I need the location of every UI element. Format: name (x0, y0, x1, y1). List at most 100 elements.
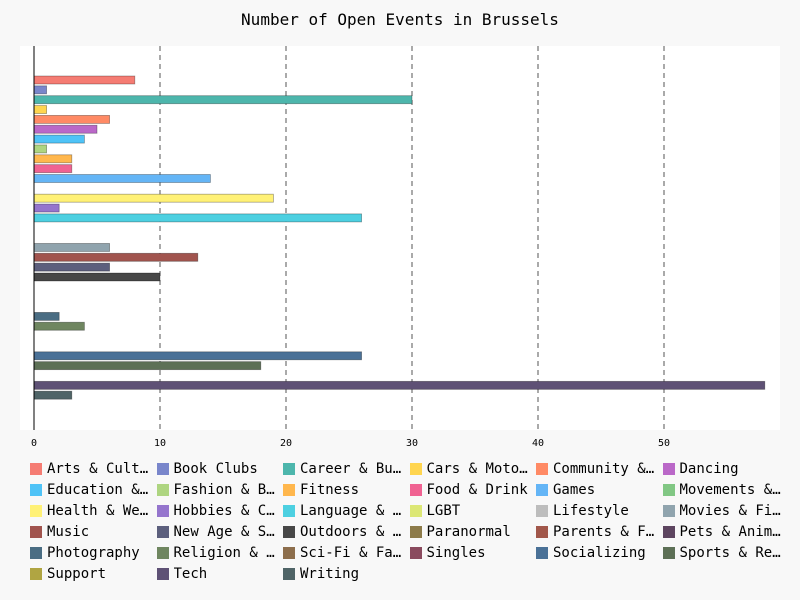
legend-label: Health & Wel… (47, 502, 153, 519)
legend-label: Writing (300, 565, 360, 582)
legend-label: Parents & Fa… (553, 523, 659, 540)
legend-swatch (536, 546, 548, 559)
legend-item[interactable]: Cars & Motor… (409, 458, 537, 479)
legend-item[interactable]: Career & Bus… (283, 458, 410, 479)
legend-label: Fitness (300, 481, 360, 498)
legend-item[interactable]: Movements & … (662, 479, 790, 500)
bar-language-ethnic-identity (33, 213, 363, 223)
legend-label: Career & Bus… (300, 460, 406, 477)
legend-swatch (30, 546, 42, 559)
legend-item[interactable]: Outdoors & A… (283, 521, 410, 542)
legend-swatch (662, 525, 675, 538)
legend-item[interactable]: Parents & Fa… (536, 521, 663, 542)
legend-label: Arts & Cultu… (47, 460, 153, 477)
bar-outdoors-adventure (33, 272, 161, 282)
bar-music (33, 252, 199, 262)
legend-label: Paranormal (426, 523, 511, 540)
legend-item[interactable]: Arts & Cultu… (30, 458, 157, 479)
legend-swatch (30, 567, 42, 580)
bar-hobbies-crafts (33, 203, 60, 213)
legend-item[interactable]: Support (30, 563, 157, 584)
x-tick-label: 0 (31, 438, 37, 449)
legend-label: Fashion & Be… (173, 481, 280, 498)
legend-swatch (30, 483, 42, 496)
legend-swatch (283, 567, 295, 580)
legend-item[interactable]: Tech (156, 563, 284, 584)
legend-label: New Age & Sp… (173, 523, 280, 540)
legend-label: Photography (47, 544, 140, 561)
bar-cars-motorcycles (33, 105, 48, 114)
bar-socializing (33, 351, 363, 361)
legend-swatch (536, 525, 548, 538)
legend-swatch (156, 462, 169, 475)
bar-writing (33, 390, 73, 400)
legend-item[interactable]: Movies & Film (662, 500, 790, 521)
legend-item[interactable]: Lifestyle (536, 500, 663, 521)
legend-label: Food & Drink (426, 481, 528, 498)
x-tick-label: 40 (532, 438, 544, 449)
legend-item[interactable]: Community & … (536, 458, 663, 479)
legend-swatch (156, 483, 169, 496)
legend-item[interactable]: Hobbies & Cr… (156, 500, 284, 521)
legend-label: Games (553, 481, 596, 498)
legend-label: Singles (426, 544, 486, 561)
bar-arts-culture (33, 75, 136, 85)
legend-item[interactable]: Music (30, 521, 157, 542)
legend-swatch (156, 546, 169, 559)
legend-item[interactable]: Paranormal (409, 521, 537, 542)
legend-swatch (283, 525, 295, 538)
legend-item[interactable]: Health & Wel… (30, 500, 157, 521)
legend-item[interactable]: Language & E… (283, 500, 410, 521)
legend-label: Movements & … (679, 481, 786, 498)
legend-swatch (662, 504, 675, 517)
legend-swatch (662, 483, 675, 496)
legend-item[interactable]: Dancing (662, 458, 790, 479)
legend-swatch (156, 525, 169, 538)
bar-education-learning (33, 134, 85, 144)
x-axis-ticks: 0 10 20 30 40 50 (31, 438, 670, 449)
legend-label: Lifestyle (553, 502, 629, 519)
bar-religion-beliefs (33, 321, 85, 331)
legend-label: Book Clubs (173, 460, 258, 477)
legend-item[interactable]: Games (536, 479, 663, 500)
legend-swatch (283, 546, 295, 559)
legend-label: Pets & Anima… (679, 523, 786, 540)
legend-item[interactable]: LGBT (409, 500, 537, 521)
legend-item[interactable]: Education & … (30, 479, 157, 500)
legend-swatch (536, 462, 548, 475)
legend-item[interactable]: New Age & Sp… (156, 521, 284, 542)
bar-dancing (33, 124, 98, 134)
bar-tech (33, 380, 766, 390)
legend-item[interactable]: Photography (30, 542, 157, 563)
chart-title: Number of Open Events in Brussels (241, 10, 559, 29)
legend-swatch (30, 525, 42, 538)
bar-health-wellbeing (33, 193, 274, 203)
legend-swatch (409, 525, 422, 538)
legend-item[interactable]: Socializing (536, 542, 663, 563)
legend-swatch (409, 483, 422, 496)
legend-item[interactable]: Fitness (283, 479, 410, 500)
legend: Arts & Cultu… Book Clubs Career & Bus… Cars… (30, 458, 800, 584)
legend-item[interactable]: Book Clubs (156, 458, 284, 479)
legend-swatch (409, 504, 422, 517)
bar-games (33, 174, 211, 183)
legend-item[interactable]: Food & Drink (409, 479, 537, 500)
legend-swatch (662, 546, 675, 559)
legend-swatch (536, 504, 548, 517)
legend-item[interactable]: Singles (409, 542, 537, 563)
legend-label: Support (47, 565, 107, 582)
legend-label: Music (47, 523, 90, 540)
legend-item[interactable]: Fashion & Be… (156, 479, 284, 500)
x-tick-label: 20 (280, 438, 292, 449)
legend-label: Movies & Film (679, 502, 786, 519)
legend-label: Religion & B… (173, 544, 280, 561)
legend-label: LGBT (426, 502, 461, 519)
legend-item[interactable]: Sports & Rec… (662, 542, 790, 563)
bar-community-environment (33, 115, 110, 124)
legend-item[interactable]: Sci-Fi & Fan… (283, 542, 410, 563)
x-tick-label: 10 (154, 438, 166, 449)
legend-item[interactable]: Religion & B… (156, 542, 284, 563)
legend-item[interactable]: Pets & Anima… (662, 521, 790, 542)
legend-item[interactable]: Writing (283, 563, 410, 584)
legend-label: Community & … (553, 460, 659, 477)
